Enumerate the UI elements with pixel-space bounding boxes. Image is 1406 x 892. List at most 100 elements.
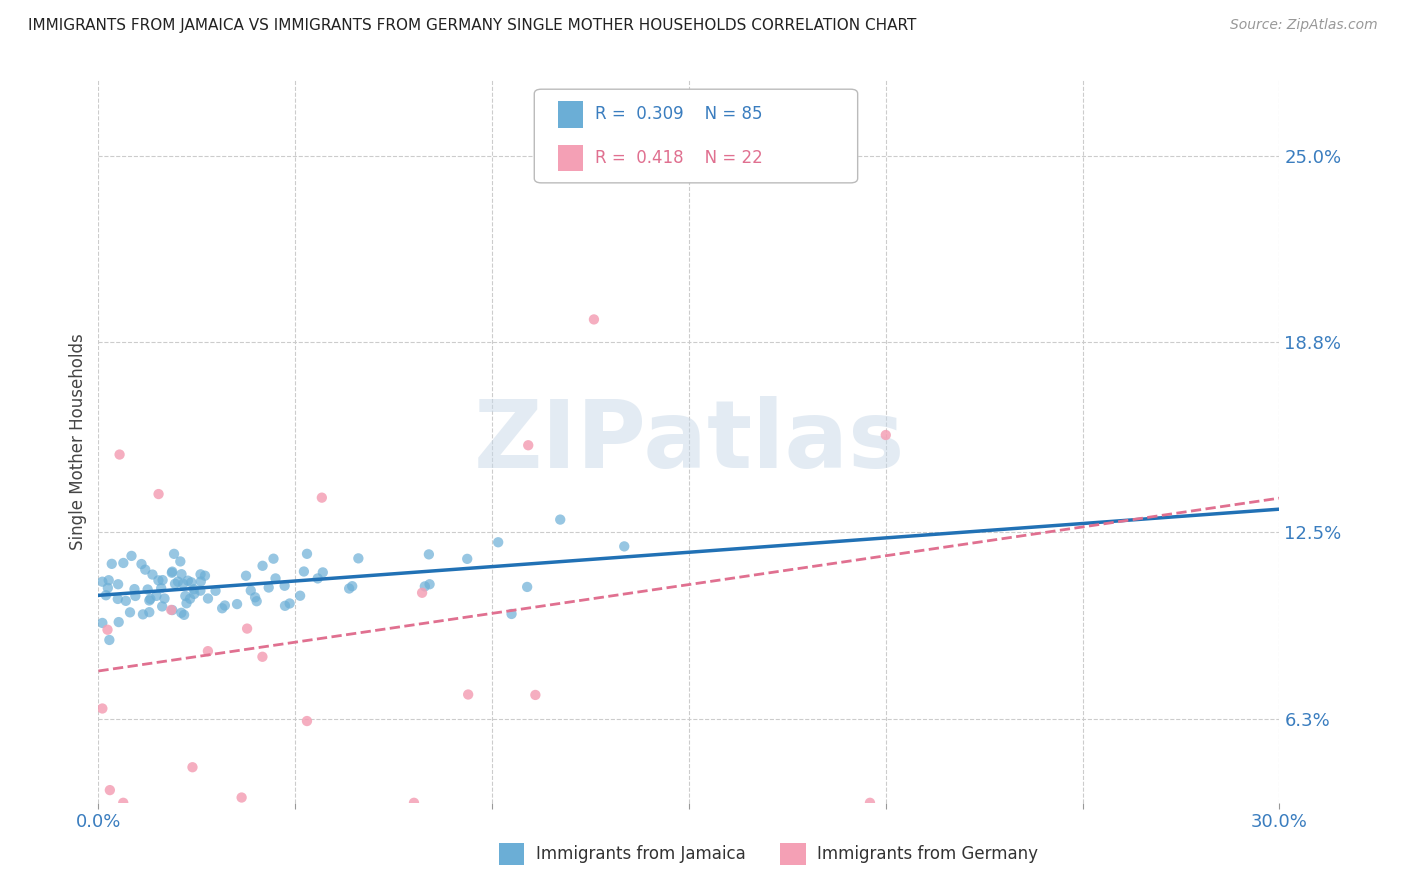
Point <box>162 565 184 579</box>
Point <box>252 558 274 573</box>
Point <box>170 606 193 620</box>
Point <box>107 577 129 591</box>
Text: IMMIGRANTS FROM JAMAICA VS IMMIGRANTS FROM GERMANY SINGLE MOTHER HOUSEHOLDS CORR: IMMIGRANTS FROM JAMAICA VS IMMIGRANTS FR… <box>28 18 917 33</box>
Point <box>148 487 170 501</box>
Point <box>112 796 135 810</box>
Point <box>413 579 436 593</box>
Point <box>501 607 523 621</box>
Point <box>118 605 141 619</box>
Point <box>163 547 186 561</box>
Point <box>138 593 160 607</box>
Point <box>97 573 120 587</box>
Point <box>138 605 160 619</box>
Point <box>152 573 174 587</box>
Point <box>132 607 155 622</box>
Text: Immigrants from Jamaica: Immigrants from Jamaica <box>536 845 745 863</box>
Point <box>295 547 318 561</box>
Point <box>274 599 297 613</box>
Point <box>288 589 311 603</box>
Point <box>347 551 370 566</box>
Point <box>211 601 233 615</box>
Point <box>91 615 114 630</box>
Point <box>160 603 183 617</box>
Point <box>170 567 193 582</box>
Point <box>295 714 318 728</box>
Point <box>94 588 117 602</box>
Point <box>236 622 259 636</box>
Point <box>214 599 236 613</box>
Point <box>97 581 120 595</box>
Point <box>174 589 197 603</box>
Point <box>613 540 636 554</box>
Point <box>204 583 226 598</box>
Point <box>292 565 315 579</box>
Point <box>875 428 897 442</box>
Point <box>257 581 280 595</box>
Point <box>124 589 146 603</box>
Point <box>307 571 329 585</box>
Point <box>91 574 114 589</box>
Point <box>231 790 253 805</box>
Point <box>115 594 138 608</box>
Point <box>582 312 605 326</box>
Point <box>139 591 162 606</box>
Point <box>180 575 202 590</box>
Point <box>108 448 131 462</box>
Point <box>131 557 153 571</box>
Point <box>226 597 249 611</box>
Point <box>273 579 295 593</box>
Point <box>183 582 205 597</box>
Point <box>183 587 205 601</box>
Point <box>312 566 335 580</box>
Point <box>181 760 204 774</box>
Point <box>163 577 186 591</box>
Text: Immigrants from Germany: Immigrants from Germany <box>817 845 1038 863</box>
Y-axis label: Single Mother Households: Single Mother Households <box>69 334 87 549</box>
Point <box>150 599 173 614</box>
Point <box>124 582 146 596</box>
Point <box>169 554 191 568</box>
Point <box>134 563 156 577</box>
Point <box>190 583 212 598</box>
Text: Source: ZipAtlas.com: Source: ZipAtlas.com <box>1230 18 1378 32</box>
Point <box>98 783 121 797</box>
Point <box>239 583 262 598</box>
Point <box>342 579 364 593</box>
Point <box>278 597 301 611</box>
Point <box>419 577 441 591</box>
Point <box>172 576 194 591</box>
Point <box>516 580 538 594</box>
Point <box>517 438 540 452</box>
Point <box>411 586 433 600</box>
Point <box>548 512 571 526</box>
Point <box>153 591 176 606</box>
Point <box>235 568 257 582</box>
Point <box>112 556 135 570</box>
Point <box>402 796 425 810</box>
Point <box>121 549 143 563</box>
Point <box>418 547 440 561</box>
Point <box>162 603 184 617</box>
Point <box>148 574 170 588</box>
Text: R =  0.309    N = 85: R = 0.309 N = 85 <box>595 105 762 123</box>
Point <box>167 574 190 589</box>
Point <box>197 591 219 606</box>
Point <box>197 644 219 658</box>
Point <box>145 589 167 603</box>
Point <box>179 591 201 606</box>
Point <box>160 566 183 580</box>
Point <box>859 796 882 810</box>
Point <box>190 567 212 582</box>
Text: R =  0.418    N = 22: R = 0.418 N = 22 <box>595 149 762 167</box>
Text: ZIPatlas: ZIPatlas <box>474 395 904 488</box>
Point <box>136 582 159 597</box>
Point <box>91 701 114 715</box>
Point <box>98 632 121 647</box>
Point <box>107 615 129 629</box>
Point <box>243 591 266 605</box>
Point <box>194 568 217 582</box>
Point <box>246 594 269 608</box>
Point <box>252 649 274 664</box>
Point <box>263 551 285 566</box>
Point <box>96 623 118 637</box>
